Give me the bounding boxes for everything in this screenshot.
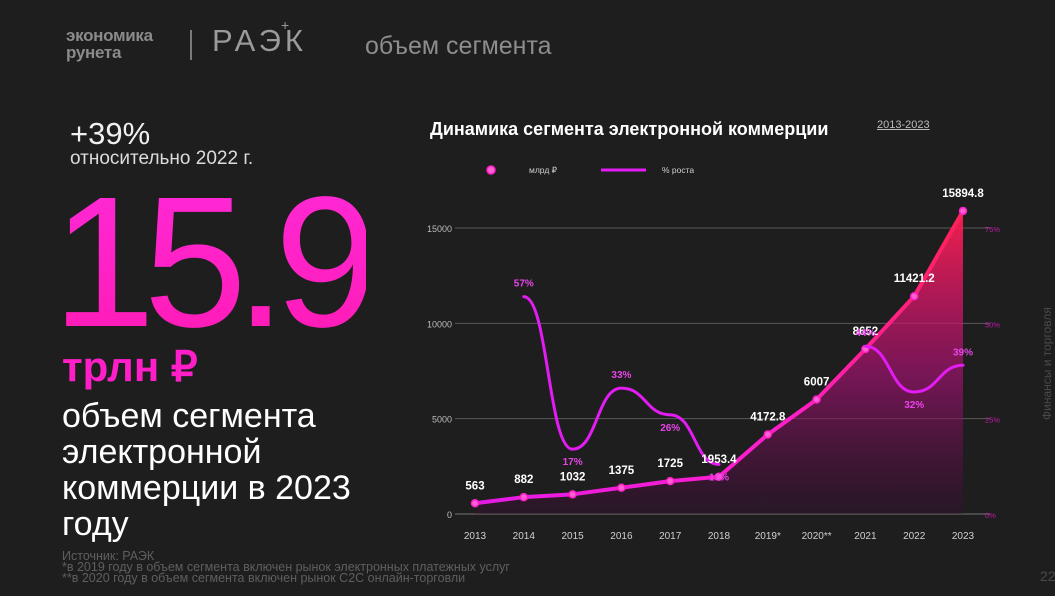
legend-label-mlrd: млрд ₽ (529, 165, 558, 175)
big-number: 15.9 (52, 159, 378, 366)
data-label: 6007 (804, 376, 830, 388)
pct-label: 26% (660, 423, 680, 434)
data-point (958, 206, 968, 216)
series-area (475, 210, 963, 514)
data-point (714, 472, 724, 482)
x-tick-label: 2019* (755, 531, 781, 542)
description-line: коммерции в 2023 (62, 469, 351, 507)
x-tick-label: 2018 (708, 531, 731, 542)
chart-subtitle: 2013-2023 (877, 119, 930, 131)
series-line-pct (863, 344, 965, 394)
data-label: 1725 (657, 458, 683, 470)
unit-label: трлн ₽ (62, 343, 198, 390)
footnotes: Источник: РАЭК *в 2019 году в объем сегм… (62, 549, 510, 585)
data-point (665, 476, 675, 486)
description-line: объем сегмента (62, 397, 316, 435)
logo-divider (190, 30, 192, 60)
description-line: году (62, 505, 129, 543)
x-tick-label: 2020** (802, 531, 832, 542)
chart-marks (470, 206, 968, 508)
pct-label: 57% (514, 279, 534, 290)
pct-label: 39% (953, 347, 973, 358)
x-tick-label: 2023 (952, 531, 975, 542)
data-point (763, 430, 773, 439)
series-line-pct (522, 295, 721, 466)
y-tick-label: 5000 (432, 415, 452, 425)
y-tick-label: 0 (447, 510, 452, 520)
chart-labels: 563 882 1032 1375 1725 1953.4 4172.8 6007 8652 11… (465, 188, 984, 492)
y-right-tick-label: 25% (985, 416, 1000, 425)
x-tick-label: 2014 (513, 531, 536, 542)
footnote-2019: *в 2019 году в объем сегмента включен ры… (62, 560, 510, 574)
logo-line1: экономика (66, 26, 153, 45)
logo-raek: РАЭК (212, 23, 307, 58)
chart-title: Динамика сегмента электронной коммерции (430, 119, 829, 139)
data-point (519, 492, 529, 502)
data-label: 1953.4 (701, 454, 737, 466)
data-label: 563 (465, 480, 484, 492)
data-label: 1032 (560, 471, 586, 483)
y-tick-label: 15000 (427, 224, 452, 234)
chart-area (474, 209, 965, 514)
logo-line2: рунета (66, 43, 122, 62)
x-tick-label: 2013 (464, 531, 487, 542)
source-note: Источник: РАЭК (62, 549, 155, 563)
page-number: 22 (1040, 568, 1055, 584)
pct-label: 44% (855, 328, 875, 339)
growth-subtitle: относительно 2022 г. (70, 148, 254, 169)
data-point (617, 483, 626, 493)
data-label: 8652 (853, 326, 879, 338)
pct-label: 17% (563, 457, 583, 468)
pct-label: 33% (611, 370, 631, 381)
data-point (470, 499, 480, 508)
pct-label: 13% (709, 472, 729, 483)
x-tick-label: 2016 (610, 531, 633, 542)
logo-plus-icon: + (281, 17, 290, 33)
legend-marker-mlrd (486, 165, 496, 175)
x-tick-label: 2021 (854, 531, 877, 542)
y-right-tick-label: 50% (985, 320, 1000, 329)
data-label: 15894.8 (942, 188, 984, 200)
x-tick-label: 2022 (903, 531, 926, 542)
y-right-tick-label: 0% (985, 511, 996, 520)
x-tick-label: 2015 (561, 531, 584, 542)
pct-label: 32% (904, 400, 924, 411)
data-point (909, 291, 919, 301)
data-point (812, 395, 821, 404)
logo-ekonomika-runeta: экономика рунета (66, 27, 153, 61)
data-label: 11421.2 (894, 273, 935, 285)
data-label: 4172.8 (750, 411, 786, 423)
y-tick-label: 10000 (427, 319, 452, 329)
data-point (568, 490, 577, 499)
description-line: электронной (62, 433, 262, 471)
data-label: 882 (514, 474, 533, 486)
description: объем сегмента электронной коммерции в 2… (62, 398, 422, 542)
x-tick-label: 2017 (659, 531, 682, 542)
section-title: объем сегмента (365, 32, 552, 60)
chart-legend: млрд ₽ % роста (466, 165, 694, 175)
growth-percent: +39% (70, 116, 151, 151)
legend-label-pct: % роста (662, 165, 694, 175)
data-label: 1375 (609, 465, 635, 477)
y-right-tick-label: 75% (985, 225, 1000, 234)
footnote-2020: **в 2020 году в объем сегмента включен р… (62, 571, 466, 585)
